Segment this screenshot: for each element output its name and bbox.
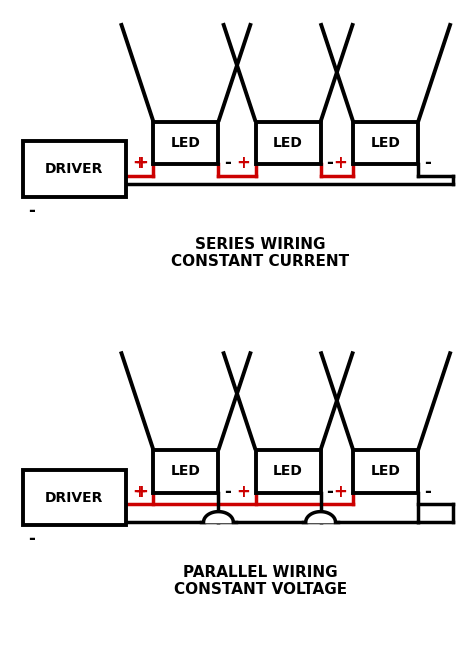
Text: LED: LED xyxy=(171,136,201,150)
Bar xyxy=(353,450,418,492)
Text: LED: LED xyxy=(273,464,303,478)
Bar xyxy=(255,122,320,164)
Text: -: - xyxy=(326,483,333,500)
Text: +: + xyxy=(334,155,347,172)
Text: -: - xyxy=(224,155,231,172)
Text: DRIVER: DRIVER xyxy=(45,490,104,505)
Text: -: - xyxy=(424,483,430,500)
Text: -: - xyxy=(28,531,35,548)
Text: +: + xyxy=(236,483,250,500)
Text: DRIVER: DRIVER xyxy=(45,162,104,176)
Bar xyxy=(154,450,219,492)
Text: LED: LED xyxy=(273,136,303,150)
Bar xyxy=(23,141,126,197)
Text: -: - xyxy=(424,155,430,172)
Bar xyxy=(255,450,320,492)
Text: +: + xyxy=(134,483,148,500)
Text: -: - xyxy=(224,483,231,500)
Text: LED: LED xyxy=(371,464,401,478)
Text: +: + xyxy=(134,155,148,172)
Text: -: - xyxy=(326,155,333,172)
Text: +: + xyxy=(132,483,146,500)
Text: +: + xyxy=(236,155,250,172)
Bar xyxy=(23,470,126,525)
Text: -: - xyxy=(28,202,35,220)
Bar xyxy=(353,122,418,164)
Bar xyxy=(154,122,219,164)
Text: SERIES WIRING
CONSTANT CURRENT: SERIES WIRING CONSTANT CURRENT xyxy=(171,237,349,269)
Text: LED: LED xyxy=(371,136,401,150)
Text: LED: LED xyxy=(171,464,201,478)
Text: +: + xyxy=(132,155,146,172)
Text: +: + xyxy=(334,483,347,500)
Text: PARALLEL WIRING
CONSTANT VOLTAGE: PARALLEL WIRING CONSTANT VOLTAGE xyxy=(173,565,347,598)
